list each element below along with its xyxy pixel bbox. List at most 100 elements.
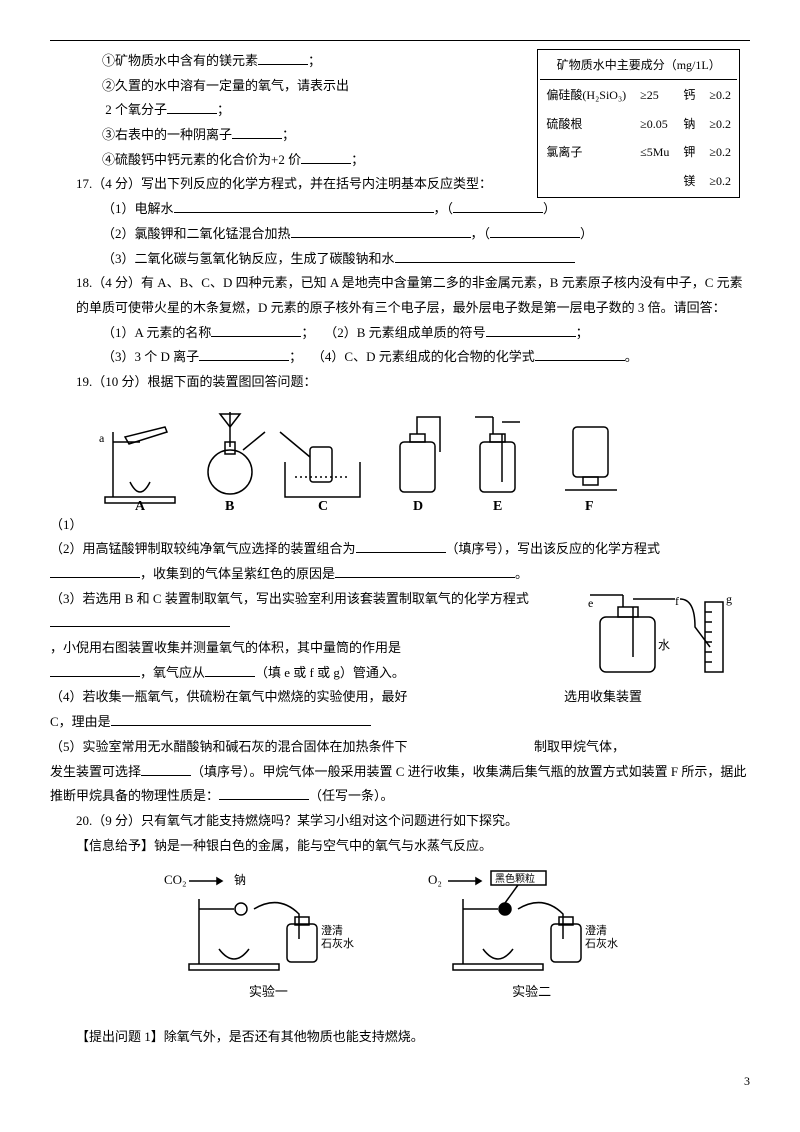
blank	[232, 125, 282, 139]
svg-text:g: g	[726, 592, 732, 606]
text: ，（	[434, 201, 454, 216]
cell: 钙	[677, 82, 701, 109]
blank	[50, 613, 230, 627]
text: C，理由是	[50, 714, 111, 729]
text: ，氧气应从	[140, 665, 205, 680]
blank	[167, 100, 217, 114]
text: ）	[543, 201, 556, 216]
cell: 硫酸根	[540, 111, 632, 138]
cell	[634, 168, 675, 195]
text: 选用收集装置	[564, 689, 642, 704]
blank	[395, 249, 575, 263]
text: ，（	[471, 226, 491, 241]
svg-text:澄清: 澄清	[585, 923, 607, 937]
q16-2a: ②久置的水中溶有一定量的氧气，请表示出	[50, 74, 410, 99]
cell: 钠	[677, 111, 701, 138]
q20-q1: 【提出问题 1】除氧气外，是否还有其他物质也能支持燃烧。	[50, 1025, 750, 1050]
q16-group: 矿物质水中主要成分（mg/1L） 偏硅酸(H₂SiO₃) ≥25 钙 ≥0.2 …	[50, 49, 750, 172]
text: （4）若收集一瓶氧气，供硫粉在氧气中燃烧的实验使用，最好	[50, 689, 408, 704]
q19-devices-figure: a A B C D	[50, 401, 750, 513]
svg-text:C: C	[318, 499, 328, 512]
svg-text:O₂: O₂	[428, 872, 442, 887]
q16-3: ③右表中的一种阴离子；	[50, 123, 410, 148]
svg-text:f: f	[675, 594, 679, 608]
q19-1: （1）	[50, 513, 750, 538]
q18-head: 18.（4 分）有 A、B、C、D 四种元素，已知 A 是地壳中含量第二多的非金…	[50, 271, 750, 320]
text: ；	[308, 53, 321, 68]
blank	[50, 663, 140, 677]
q16-4: ④硫酸钙中钙元素的化合价为+2 价 ；	[50, 148, 410, 173]
blank	[258, 51, 308, 65]
blank	[205, 663, 255, 677]
text: （2）氯酸钾和二氧化锰混合加热	[102, 226, 291, 241]
q20-figures: CO₂ 钠 澄清 石灰水 实验一	[50, 868, 750, 1005]
q19-5: （5）实验室常用无水醋酸钠和碱石灰的混合固体在加热条件下 制取甲烷气体，	[50, 735, 750, 760]
text: 。	[515, 566, 528, 581]
q17-3: （3）二氧化碳与氢氧化钠反应，生成了碳酸钠和水	[50, 247, 750, 272]
exp1-figure: CO₂ 钠 澄清 石灰水 实验一	[158, 868, 378, 1005]
q18-line2: （3）3 个 D 离子； （4）C、D 元素组成的化合物的化学式。	[50, 345, 750, 370]
text: ；	[576, 325, 589, 340]
blank	[50, 564, 140, 578]
blank	[219, 786, 309, 800]
text: （3）若选用 B 和 C 装置制取氧气，写出实验室利用该套装置制取氧气的化学方程…	[50, 591, 529, 606]
cell: ≥25	[634, 82, 675, 109]
svg-text:水: 水	[658, 638, 670, 652]
mineral-table: 矿物质水中主要成分（mg/1L） 偏硅酸(H₂SiO₃) ≥25 钙 ≥0.2 …	[537, 49, 740, 198]
text: 。	[625, 349, 638, 364]
exp2-label: 实验二	[422, 980, 642, 1005]
text: 制取甲烷气体，	[534, 739, 625, 754]
svg-text:F: F	[585, 499, 594, 512]
blank	[453, 199, 543, 213]
cell: 氯离子	[540, 139, 632, 166]
text: （4）C、D 元素组成的化合物的化学式	[312, 349, 535, 364]
cell: ≥0.2	[703, 82, 737, 109]
blank	[291, 224, 471, 238]
q20-head: 20.（9 分）只有氧气才能支持燃烧吗？某学习小组对这个问题进行如下探究。	[50, 809, 750, 834]
svg-text:黑色颗粒: 黑色颗粒	[495, 872, 535, 885]
text: （2）用高锰酸钾制取较纯净氧气应选择的装置组合为	[50, 541, 356, 556]
svg-text:a: a	[99, 431, 105, 445]
text: （3）3 个 D 离子	[102, 349, 199, 364]
devices-svg: a A B C D	[95, 402, 655, 512]
blank	[535, 347, 625, 361]
blank	[211, 323, 301, 337]
text: 18.（4 分）有 A、B、C、D 四种元素，已知 A 是地壳中含量第二多的非金…	[76, 275, 743, 315]
q18-line1: （1）A 元素的名称； （2）B 元素组成单质的符号；	[50, 321, 750, 346]
text: 发生装置可选择	[50, 764, 141, 779]
text: ②久置的水中溶有一定量的氧气，请表示出	[102, 78, 349, 93]
blank	[111, 712, 371, 726]
text: （填 e 或 f 或 g）管通入。	[255, 665, 405, 680]
cell: ≥0.2	[703, 111, 737, 138]
blank	[490, 224, 580, 238]
page-number: 3	[50, 1070, 750, 1093]
blank	[141, 762, 191, 776]
blank	[301, 150, 351, 164]
text: ，收集到的气体呈紫红色的原因是	[140, 566, 335, 581]
q19-4b: C，理由是	[50, 710, 750, 735]
text: ）	[580, 226, 593, 241]
svg-text:石灰水: 石灰水	[321, 936, 354, 950]
svg-text:B: B	[225, 499, 234, 512]
cell: ≤5Mu	[634, 139, 675, 166]
q19-2: （2）用高锰酸钾制取较纯净氧气应选择的装置组合为（填序号），写出该反应的化学方程…	[50, 537, 750, 562]
svg-text:石灰水: 石灰水	[585, 936, 618, 950]
cell: 钾	[677, 139, 701, 166]
svg-text:A: A	[135, 499, 146, 512]
blank	[356, 539, 446, 553]
q19-head: 19.（10 分）根据下面的装置图回答问题：	[50, 370, 750, 395]
q19-right-figure: e f 水 g	[580, 587, 750, 682]
blank	[335, 564, 515, 578]
text: 2 个氧分子	[105, 102, 167, 117]
text: ④硫酸钙中钙元素的化合价为+2 价	[102, 152, 301, 167]
text: （1）	[50, 517, 83, 532]
q20-info: 【信息给予】钠是一种银白色的金属，能与空气中的氧气与水蒸气反应。	[50, 834, 750, 859]
text: ；	[351, 152, 364, 167]
q19-5b: 发生装置可选择（填序号）。甲烷气体一般采用装置 C 进行收集，收集满后集气瓶的放…	[50, 760, 750, 809]
svg-text:e: e	[588, 596, 593, 610]
svg-text:CO₂: CO₂	[164, 872, 187, 887]
text: ；	[217, 102, 230, 117]
q19-2b: ，收集到的气体呈紫红色的原因是 。	[50, 562, 750, 587]
q19-4: （4）若收集一瓶氧气，供硫粉在氧气中燃烧的实验使用，最好 选用收集装置	[50, 685, 750, 710]
text: ；	[282, 127, 295, 142]
